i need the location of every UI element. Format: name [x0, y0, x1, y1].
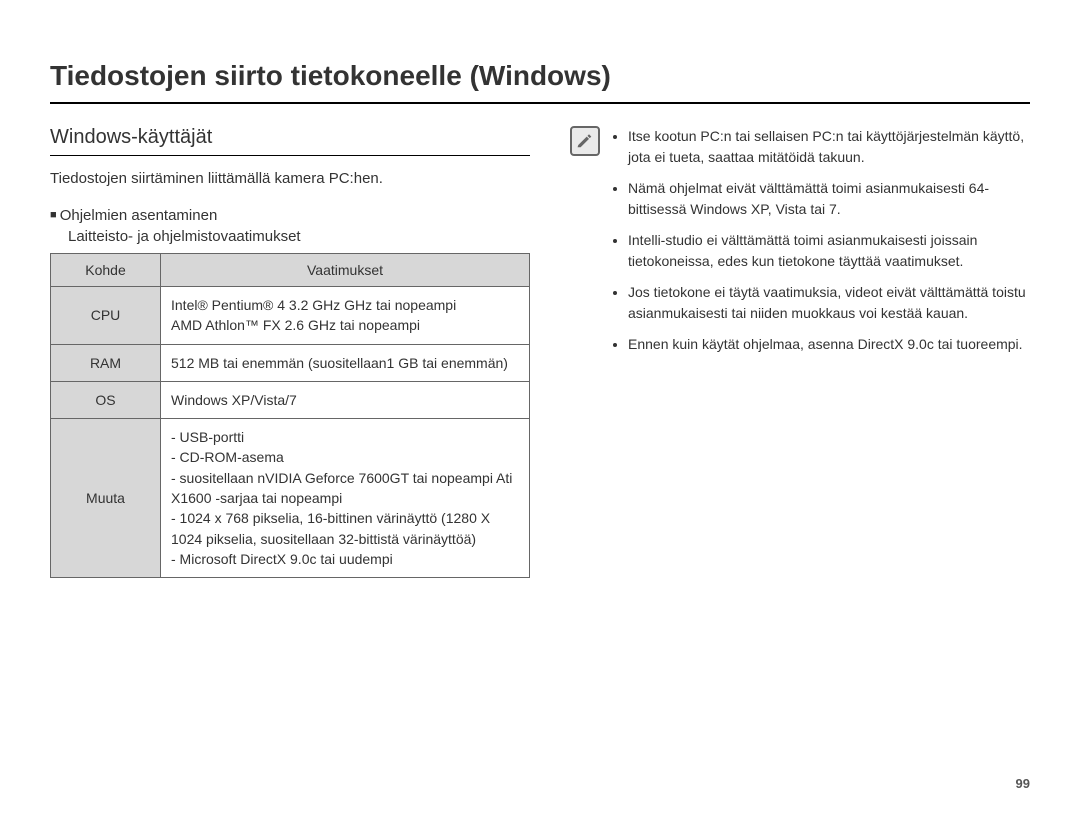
row-requirement: 512 MB tai enemmän (suositellaan1 GB tai… — [161, 344, 530, 381]
note-item: Ennen kuin käytät ohjelmaa, asenna Direc… — [628, 334, 1030, 355]
page-title: Tiedostojen siirto tietokoneelle (Window… — [50, 60, 1030, 104]
table-row: Muuta - USB-portti- CD-ROM-asema- suosit… — [51, 419, 530, 578]
document-page: Tiedostojen siirto tietokoneelle (Window… — [0, 0, 1080, 608]
note-item: Intelli-studio ei välttämättä toimi asia… — [628, 230, 1030, 272]
section-label: Ohjelmien asentaminen — [50, 207, 530, 224]
note-item: Jos tietokone ei täytä vaatimuksia, vide… — [628, 282, 1030, 324]
table-row: OS Windows XP/Vista/7 — [51, 381, 530, 418]
right-column: Itse kootun PC:n tai sellaisen PC:n tai … — [570, 126, 1030, 578]
row-item: Muuta — [51, 419, 161, 578]
note-item: Nämä ohjelmat eivät välttämättä toimi as… — [628, 178, 1030, 220]
note-list: Itse kootun PC:n tai sellaisen PC:n tai … — [610, 126, 1030, 365]
header-requirements: Vaatimukset — [161, 254, 530, 287]
page-number: 99 — [1016, 776, 1030, 791]
table-row: CPU Intel® Pentium® 4 3.2 GHz GHz tai no… — [51, 287, 530, 345]
table-header-row: Kohde Vaatimukset — [51, 254, 530, 287]
row-item: RAM — [51, 344, 161, 381]
intro-text: Tiedostojen siirtäminen liittämällä kame… — [50, 170, 530, 187]
requirements-table: Kohde Vaatimukset CPU Intel® Pentium® 4 … — [50, 253, 530, 578]
subtitle: Windows-käyttäjät — [50, 126, 530, 156]
table-row: RAM 512 MB tai enemmän (suositellaan1 GB… — [51, 344, 530, 381]
row-requirement: Intel® Pentium® 4 3.2 GHz GHz tai nopeam… — [161, 287, 530, 345]
row-requirement: Windows XP/Vista/7 — [161, 381, 530, 418]
note-icon — [570, 126, 600, 156]
left-column: Windows-käyttäjät Tiedostojen siirtämine… — [50, 126, 530, 578]
row-requirement: - USB-portti- CD-ROM-asema- suositellaan… — [161, 419, 530, 578]
row-item: OS — [51, 381, 161, 418]
section-sub-label: Laitteisto- ja ohjelmistovaatimukset — [68, 228, 530, 245]
row-item: CPU — [51, 287, 161, 345]
note-item: Itse kootun PC:n tai sellaisen PC:n tai … — [628, 126, 1030, 168]
two-column-layout: Windows-käyttäjät Tiedostojen siirtämine… — [50, 126, 1030, 578]
note-box: Itse kootun PC:n tai sellaisen PC:n tai … — [570, 126, 1030, 365]
header-item: Kohde — [51, 254, 161, 287]
